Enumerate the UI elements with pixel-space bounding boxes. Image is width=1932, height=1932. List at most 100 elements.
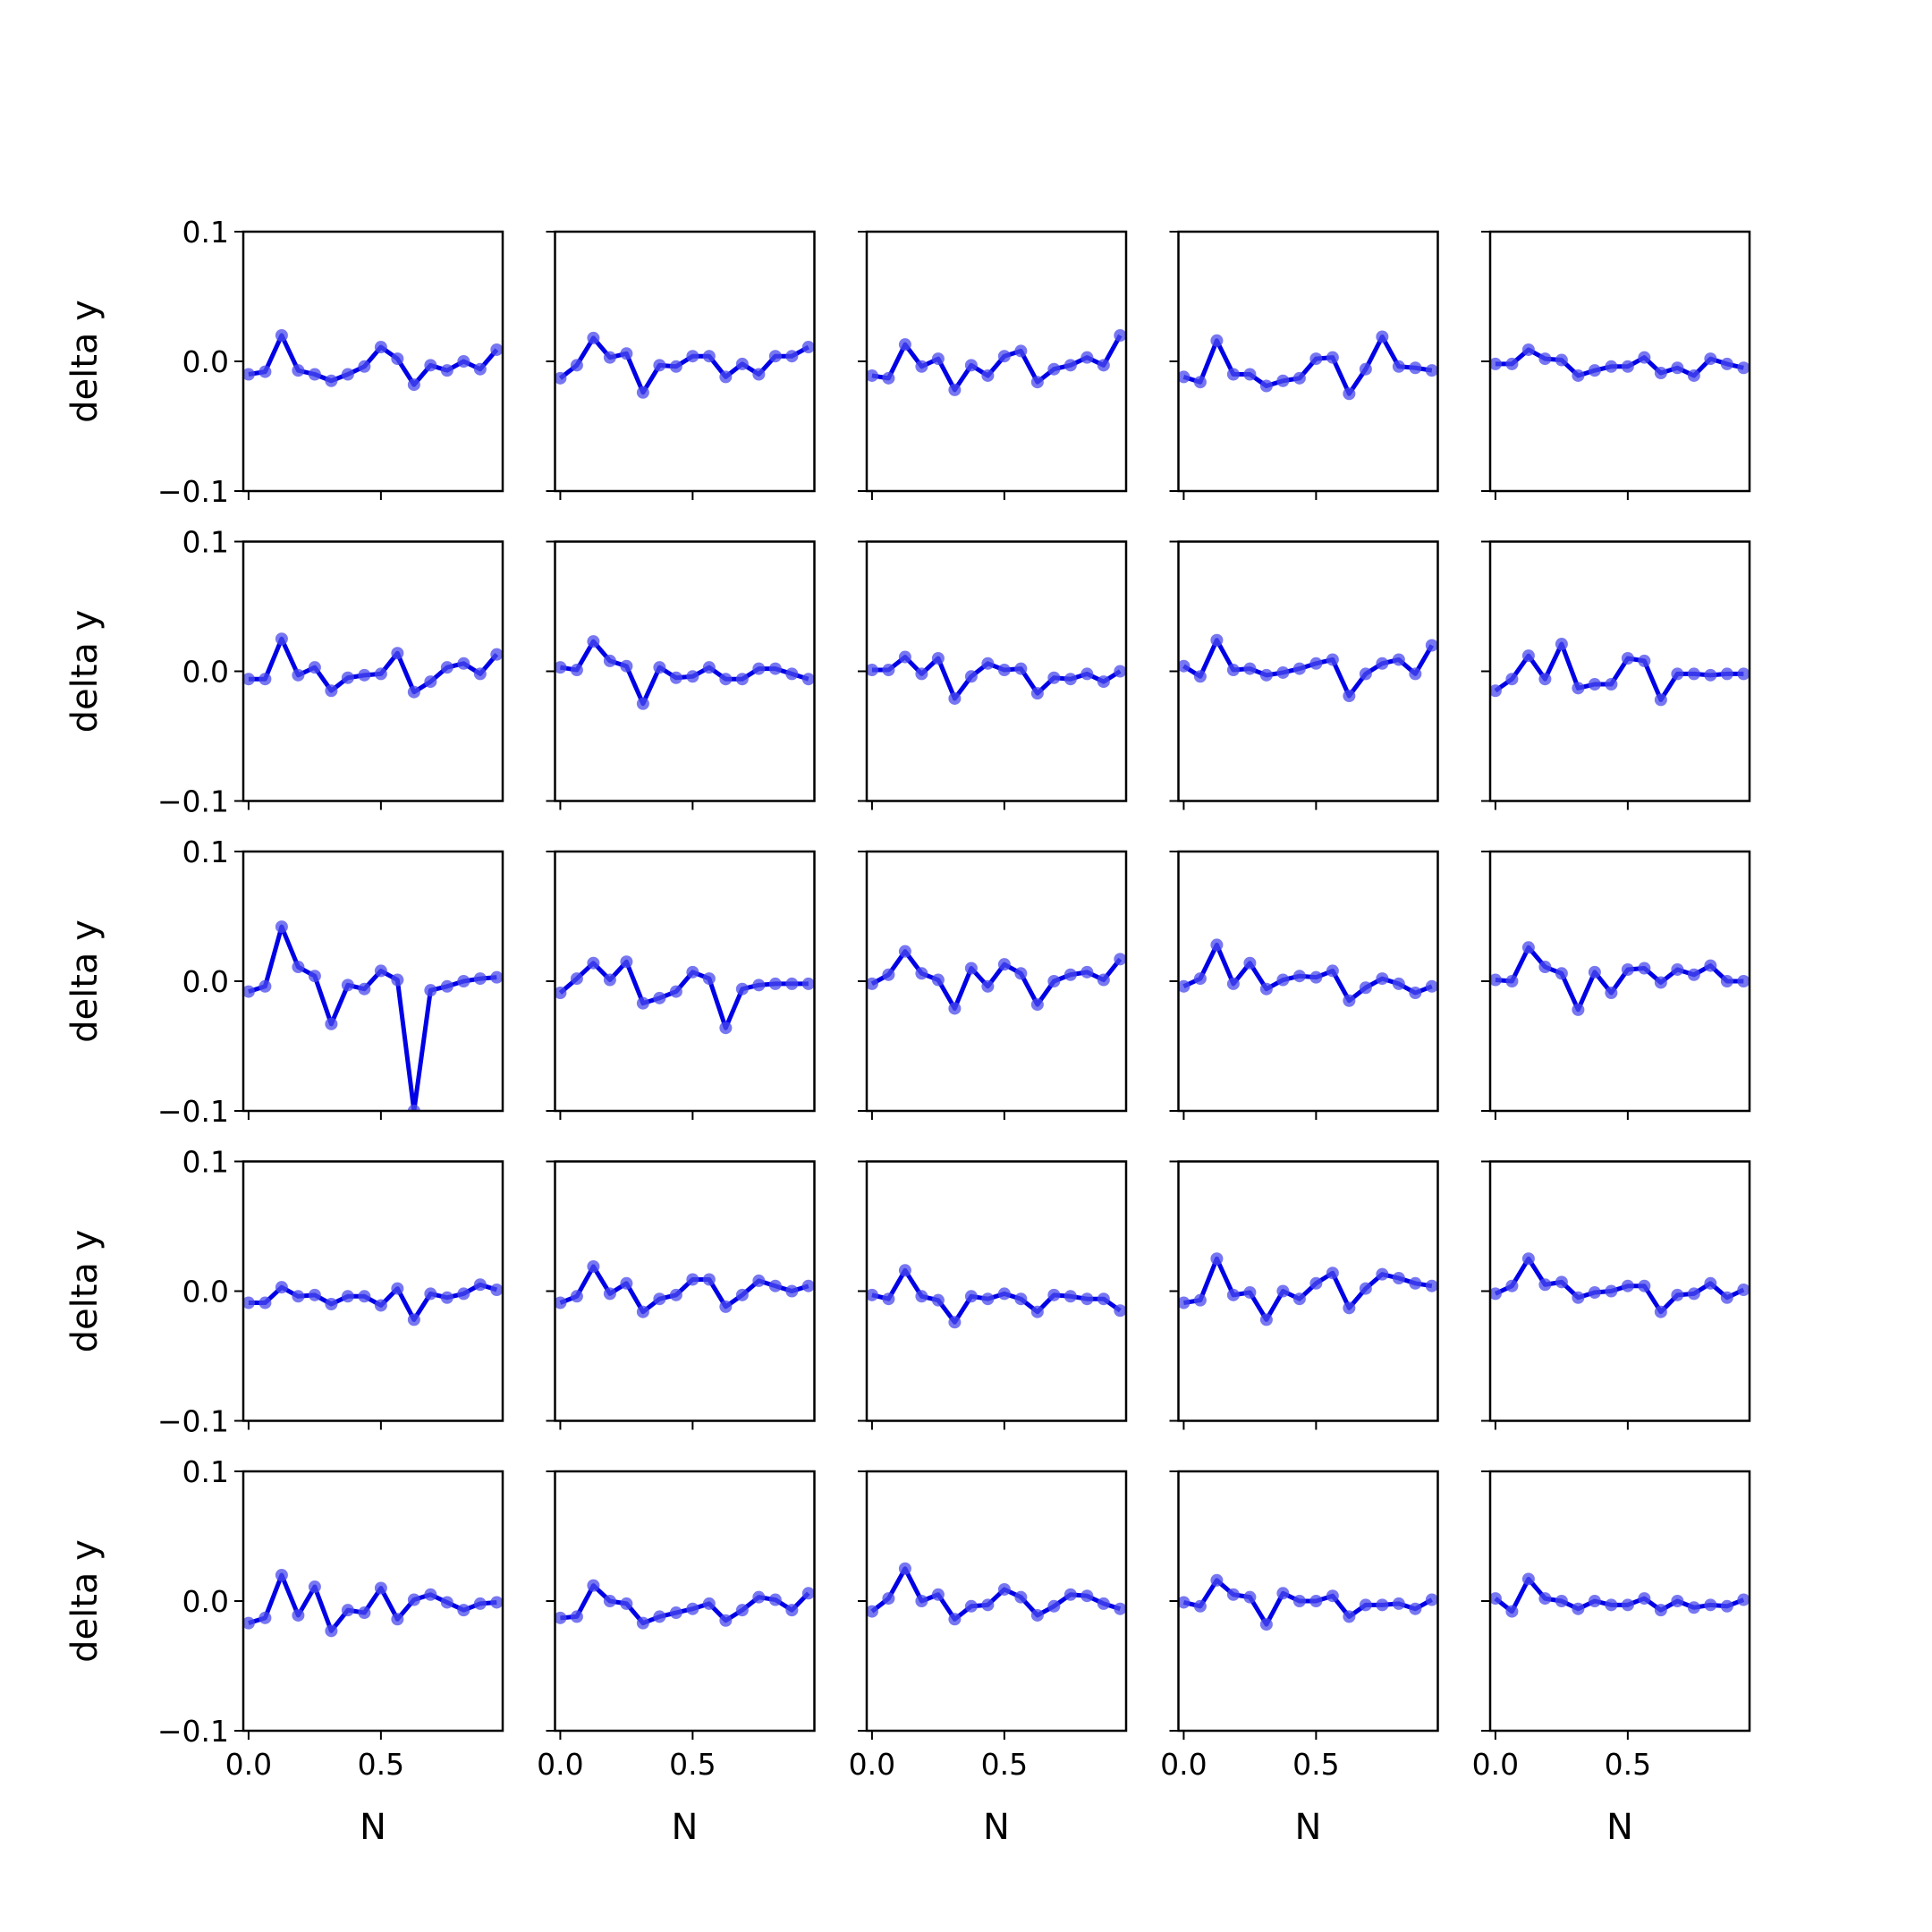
data-point (785, 667, 799, 681)
data-point (997, 1287, 1011, 1301)
data-point (457, 657, 470, 670)
data-point (1097, 1292, 1110, 1306)
data-point (457, 975, 470, 987)
subplot-r2c1: −0.1 0.0 0.1 delta y (64, 524, 504, 818)
data-point (603, 654, 616, 667)
y-tick-label: −0.1 (157, 1094, 229, 1129)
data-point (457, 1604, 470, 1617)
data-point (1555, 1595, 1568, 1607)
data-point (1030, 1305, 1044, 1318)
data-line (560, 639, 809, 707)
data-point (1654, 693, 1667, 707)
data-line (1182, 638, 1435, 699)
data-point (997, 350, 1011, 363)
data-point (1309, 352, 1323, 366)
data-point (1014, 344, 1028, 358)
data-point (473, 1597, 487, 1610)
data-point (785, 1604, 799, 1617)
data-point (308, 1288, 321, 1301)
data-point (1226, 1588, 1240, 1601)
data-point (391, 352, 404, 366)
data-point (374, 964, 387, 978)
data-line (1495, 945, 1744, 1013)
data-point (1226, 977, 1240, 990)
data-point (686, 1602, 699, 1615)
data-point (1621, 652, 1634, 665)
x-tick-label: 0.0 (1472, 1747, 1519, 1782)
data-point (1030, 687, 1044, 700)
data-point (1080, 351, 1094, 364)
data-point (768, 662, 782, 675)
subplot-r4c2 (546, 1160, 816, 1430)
data-point (669, 985, 682, 998)
data-line (871, 334, 1123, 393)
subplot-r3c1: −0.1 0.0 0.1 delta y (64, 835, 504, 1129)
data-point (898, 1562, 911, 1575)
data-line (1494, 1256, 1745, 1315)
data-point (1638, 1279, 1651, 1292)
data-point (636, 1616, 649, 1630)
data-point (931, 1588, 945, 1601)
y-axis-label: delta y (64, 919, 106, 1043)
data-line (1494, 641, 1744, 702)
x-tick-label: 0.5 (669, 1747, 716, 1782)
data-point (669, 1288, 682, 1301)
x-tick-label: 0.5 (358, 1747, 404, 1782)
data-point (1359, 1598, 1372, 1612)
data-point (1588, 965, 1601, 979)
data-point (440, 1596, 453, 1609)
data-point (735, 357, 749, 370)
data-point (964, 359, 978, 372)
data-point (1687, 1601, 1700, 1614)
x-tick-label: 0.0 (1160, 1747, 1207, 1782)
data-point (358, 1606, 371, 1620)
data-point (1654, 1604, 1667, 1617)
data-point (686, 1273, 699, 1286)
data-point (258, 1611, 272, 1624)
data-point (275, 1569, 288, 1581)
data-point (1605, 987, 1618, 1000)
data-point (258, 979, 272, 993)
data-point (1425, 639, 1438, 652)
data-point (1259, 982, 1273, 996)
data-point (1063, 1290, 1077, 1303)
data-point (719, 370, 733, 384)
data-point (1720, 975, 1733, 987)
data-point (653, 1610, 666, 1623)
data-point (735, 1604, 749, 1617)
data-point (768, 977, 782, 990)
y-tick-label: 0.0 (182, 964, 229, 999)
data-point (719, 1300, 733, 1313)
data-point (1621, 1598, 1634, 1612)
data-point (1555, 353, 1568, 367)
data-line (870, 949, 1123, 1011)
data-point (882, 371, 895, 385)
data-point (882, 968, 895, 981)
axes-frame (1177, 540, 1439, 802)
y-tick-label: −0.1 (157, 1403, 229, 1438)
data-point (555, 371, 567, 385)
data-point (1343, 994, 1356, 1007)
data-point (1193, 670, 1207, 683)
data-point (1226, 1288, 1240, 1301)
axes-frame (242, 540, 504, 802)
data-point (555, 661, 567, 674)
data-point (407, 1593, 420, 1606)
data-point (915, 1290, 928, 1303)
data-point (636, 1305, 649, 1318)
data-point (1276, 665, 1290, 679)
data-point (653, 661, 666, 674)
data-point (1080, 965, 1094, 979)
data-point (243, 1296, 255, 1309)
x-tick-label: 0.5 (1605, 1747, 1651, 1782)
data-point (325, 374, 338, 387)
data-point (1047, 671, 1061, 684)
data-point (898, 945, 911, 958)
data-point (653, 359, 666, 372)
data-point (603, 1287, 616, 1301)
data-point (358, 668, 371, 682)
data-point (1376, 972, 1389, 986)
data-point (490, 1284, 503, 1297)
data-point (948, 1316, 962, 1329)
data-point (636, 386, 649, 399)
